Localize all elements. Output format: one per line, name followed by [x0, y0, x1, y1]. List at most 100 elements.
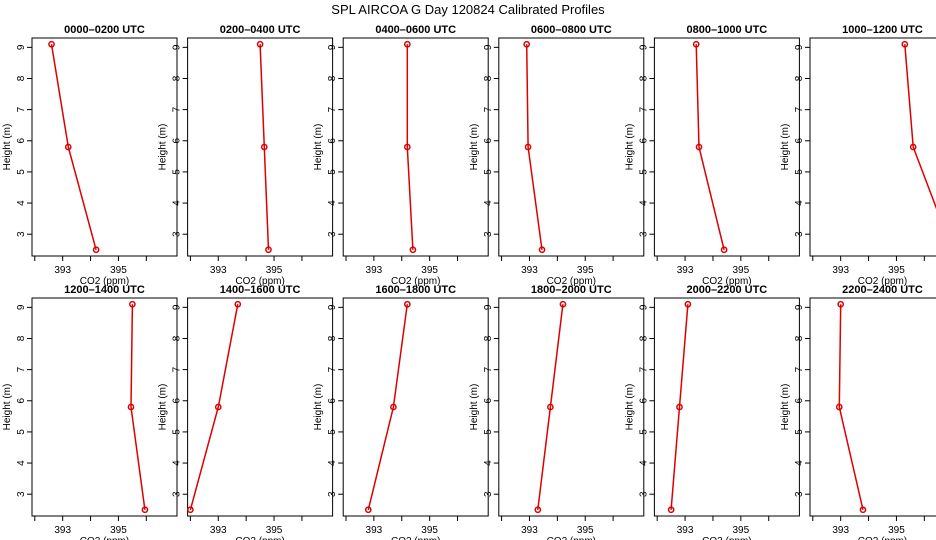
y-tick-label: 6 — [638, 138, 649, 144]
profile-point — [901, 40, 909, 48]
x-tick-label: 393 — [521, 265, 538, 276]
x-tick-label: 395 — [888, 525, 905, 536]
panel-title: 1000–1200 UTC — [842, 24, 923, 36]
y-tick-label: 4 — [16, 460, 27, 466]
y-tick-label: 9 — [172, 304, 183, 310]
y-tick-label: 8 — [16, 335, 27, 341]
x-tick-label: 395 — [421, 525, 438, 536]
x-tick-label: 395 — [266, 525, 283, 536]
profile-point — [692, 40, 700, 48]
y-tick-label: 4 — [172, 460, 183, 466]
profile-point — [859, 506, 867, 514]
x-tick-label: 393 — [677, 525, 694, 536]
profile-line — [838, 304, 864, 510]
x-tick-label: 393 — [210, 265, 227, 276]
profile-point — [695, 143, 703, 151]
panel-title: 0400–0600 UTC — [375, 24, 456, 36]
x-tick-label: 393 — [521, 525, 538, 536]
y-tick-label: 5 — [172, 429, 183, 435]
x-tick-label: 395 — [577, 525, 594, 536]
x-tick-label: 395 — [732, 265, 749, 276]
panel-title: 1600–1800 UTC — [375, 284, 456, 296]
plot-frame — [187, 37, 334, 257]
y-tick-label: 4 — [327, 460, 338, 466]
y-tick-label: 8 — [172, 335, 183, 341]
y-tick-label: 4 — [172, 200, 183, 206]
profile-point — [48, 40, 55, 48]
x-tick-label: 393 — [832, 525, 849, 536]
profile-point — [260, 143, 268, 151]
panel-title: 0000–0200 UTC — [64, 24, 145, 36]
x-axis-label: CO2 (ppm) — [80, 276, 129, 287]
y-tick-label: 4 — [638, 460, 649, 466]
plot-frame — [653, 297, 800, 517]
y-tick-label: 6 — [638, 398, 649, 404]
y-tick-label: 8 — [638, 75, 649, 81]
y-tick-label: 8 — [794, 75, 805, 81]
x-axis-label: CO2 (ppm) — [702, 276, 751, 287]
y-tick-label: 8 — [483, 75, 494, 81]
x-tick-label: 395 — [577, 265, 594, 276]
y-axis-label: Height (m) — [158, 384, 169, 431]
y-tick-label: 5 — [638, 169, 649, 175]
y-tick-label: 6 — [794, 398, 805, 404]
plot-frame — [809, 37, 936, 257]
plot-frame — [342, 297, 489, 517]
x-tick-label: 395 — [732, 525, 749, 536]
y-tick-label: 8 — [327, 75, 338, 81]
y-tick-label: 8 — [327, 335, 338, 341]
profile-point — [524, 143, 532, 151]
y-tick-label: 5 — [327, 429, 338, 435]
y-axis-label: Height (m) — [2, 124, 13, 171]
y-tick-label: 7 — [794, 366, 805, 372]
profile-line — [525, 44, 543, 250]
panel-title: 0200–0400 UTC — [220, 24, 301, 36]
profile-point — [64, 143, 72, 151]
y-tick-label: 3 — [172, 491, 183, 497]
profile-point — [403, 40, 411, 48]
y-tick-label: 5 — [327, 169, 338, 175]
panel-title: 2000–2200 UTC — [687, 284, 768, 296]
y-tick-label: 8 — [172, 75, 183, 81]
y-tick-label: 7 — [794, 106, 805, 112]
profile-line — [695, 44, 725, 250]
y-tick-label: 9 — [794, 44, 805, 50]
y-tick-label: 7 — [172, 366, 183, 372]
y-tick-label: 5 — [16, 169, 27, 175]
y-tick-label: 6 — [172, 138, 183, 144]
y-tick-label: 8 — [794, 335, 805, 341]
profile-line — [904, 44, 936, 210]
x-axis-label: CO2 (ppm) — [702, 536, 751, 540]
figure-title: SPL AIRCOA G Day 120824 Calibrated Profi… — [331, 2, 605, 17]
panel-title: 1800–2000 UTC — [531, 284, 612, 296]
x-tick-label: 393 — [366, 265, 383, 276]
panel-title: 0800–1000 UTC — [687, 24, 768, 36]
profile-point — [265, 246, 272, 254]
y-tick-label: 8 — [16, 75, 27, 81]
profile-line — [189, 304, 239, 510]
y-tick-label: 3 — [638, 231, 649, 237]
profile-point — [141, 506, 149, 514]
y-tick-label: 8 — [483, 335, 494, 341]
x-tick-label: 393 — [366, 525, 383, 536]
y-tick-label: 6 — [172, 398, 183, 404]
y-axis-label: Height (m) — [469, 124, 480, 171]
x-tick-label: 395 — [421, 265, 438, 276]
y-tick-label: 7 — [483, 366, 494, 372]
y-axis-label: Height (m) — [469, 384, 480, 431]
y-tick-label: 5 — [794, 169, 805, 175]
y-tick-label: 8 — [638, 335, 649, 341]
profile-point — [214, 403, 222, 411]
profile-point — [409, 246, 417, 254]
profile-line — [130, 304, 146, 510]
x-tick-label: 395 — [110, 265, 127, 276]
y-axis-label: Height (m) — [2, 384, 13, 431]
